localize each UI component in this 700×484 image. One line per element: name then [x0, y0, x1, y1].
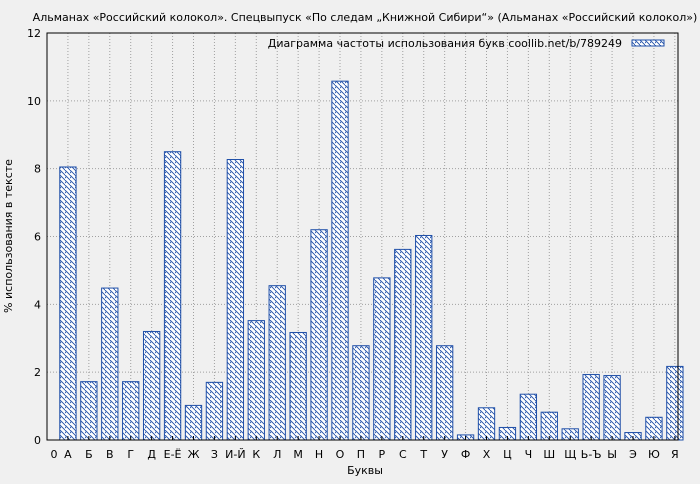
bar-Б — [80, 381, 98, 441]
x-tick-label: Щ — [564, 448, 576, 461]
bar-Н — [310, 229, 328, 441]
bar-З — [205, 381, 224, 441]
y-tick-label: 8 — [34, 163, 41, 176]
x-tick-label: В — [106, 448, 114, 461]
x-tick-label: Ч — [525, 448, 533, 461]
x-tick-label: Т — [419, 448, 427, 461]
x-tick-label: Ж — [188, 448, 200, 461]
bar-О — [331, 80, 349, 441]
bar-Л — [268, 285, 286, 441]
bar-Т — [415, 234, 433, 441]
x-tick-label: М — [293, 448, 303, 461]
bar-Р — [373, 277, 391, 441]
x-tick-label: Е-Ё — [164, 448, 182, 461]
x-tick-label: Ц — [503, 448, 512, 461]
x-tick-label: Г — [127, 448, 134, 461]
x-tick-label: Ы — [607, 448, 617, 461]
x-tick-label: О — [336, 448, 345, 461]
x-tick-label: И-Й — [225, 448, 245, 461]
x-tick-label: У — [441, 448, 448, 461]
bar-И-Й — [226, 159, 245, 441]
bar-К — [247, 320, 265, 441]
bar-Ж — [184, 404, 203, 441]
x-tick-label: Н — [315, 448, 323, 461]
x-tick-label: Б — [85, 448, 93, 461]
y-tick-label: 6 — [34, 231, 41, 244]
bar-Я — [666, 365, 684, 441]
y-tick-label: 4 — [34, 298, 41, 311]
y-tick-label: 12 — [27, 27, 41, 40]
chart-title: Альманах «Российский колокол». Спецвыпус… — [33, 11, 698, 24]
bar-С — [394, 248, 412, 441]
x-tick-label: Я — [671, 448, 679, 461]
x-tick-label: Р — [379, 448, 386, 461]
x-tick-label: К — [252, 448, 260, 461]
x-tick-label: А — [64, 448, 72, 461]
bar-М — [289, 331, 307, 441]
bar-А — [59, 166, 77, 441]
plot-frame — [46, 32, 679, 441]
x-tick-label: Ю — [648, 448, 660, 461]
legend: Диаграмма частоты использования букв coo… — [268, 37, 665, 50]
bar-Д — [142, 330, 161, 441]
bars-layer — [59, 80, 684, 441]
legend-label: Диаграмма частоты использования букв coo… — [268, 37, 622, 50]
bar-Е-Ё — [163, 151, 182, 441]
bar-Ч — [519, 393, 538, 441]
x-axis-label: Буквы — [347, 464, 383, 477]
y-axis-label: % использования в тексте — [2, 159, 15, 313]
x-tick-label: С — [399, 448, 407, 461]
x-tick-label: Ф — [461, 448, 470, 461]
bar-Г — [122, 381, 140, 441]
x-tick-label: Л — [273, 448, 281, 461]
bar-У — [435, 345, 454, 441]
x-tick-label: Ш — [543, 448, 555, 461]
legend-swatch — [631, 39, 665, 47]
x-tick-label: Ь-Ъ — [581, 448, 602, 461]
bar-Ш — [540, 411, 558, 441]
x-tick-label: Д — [147, 448, 156, 461]
y-tick-label: 10 — [27, 95, 41, 108]
bar-П — [352, 345, 370, 441]
bar-Ь-Ъ — [582, 374, 600, 441]
x-tick-label: Э — [629, 448, 637, 461]
x-tick-label: З — [211, 448, 218, 461]
x-tick-label: П — [357, 448, 365, 461]
y-tick-label: 2 — [34, 366, 41, 379]
bar-Х — [477, 407, 496, 441]
x-tick-label: 0 — [51, 448, 58, 461]
x-tick-label: Х — [483, 448, 491, 461]
y-tick-label: 0 — [34, 434, 41, 447]
bar-В — [101, 287, 119, 441]
bar-Ы — [603, 375, 621, 441]
